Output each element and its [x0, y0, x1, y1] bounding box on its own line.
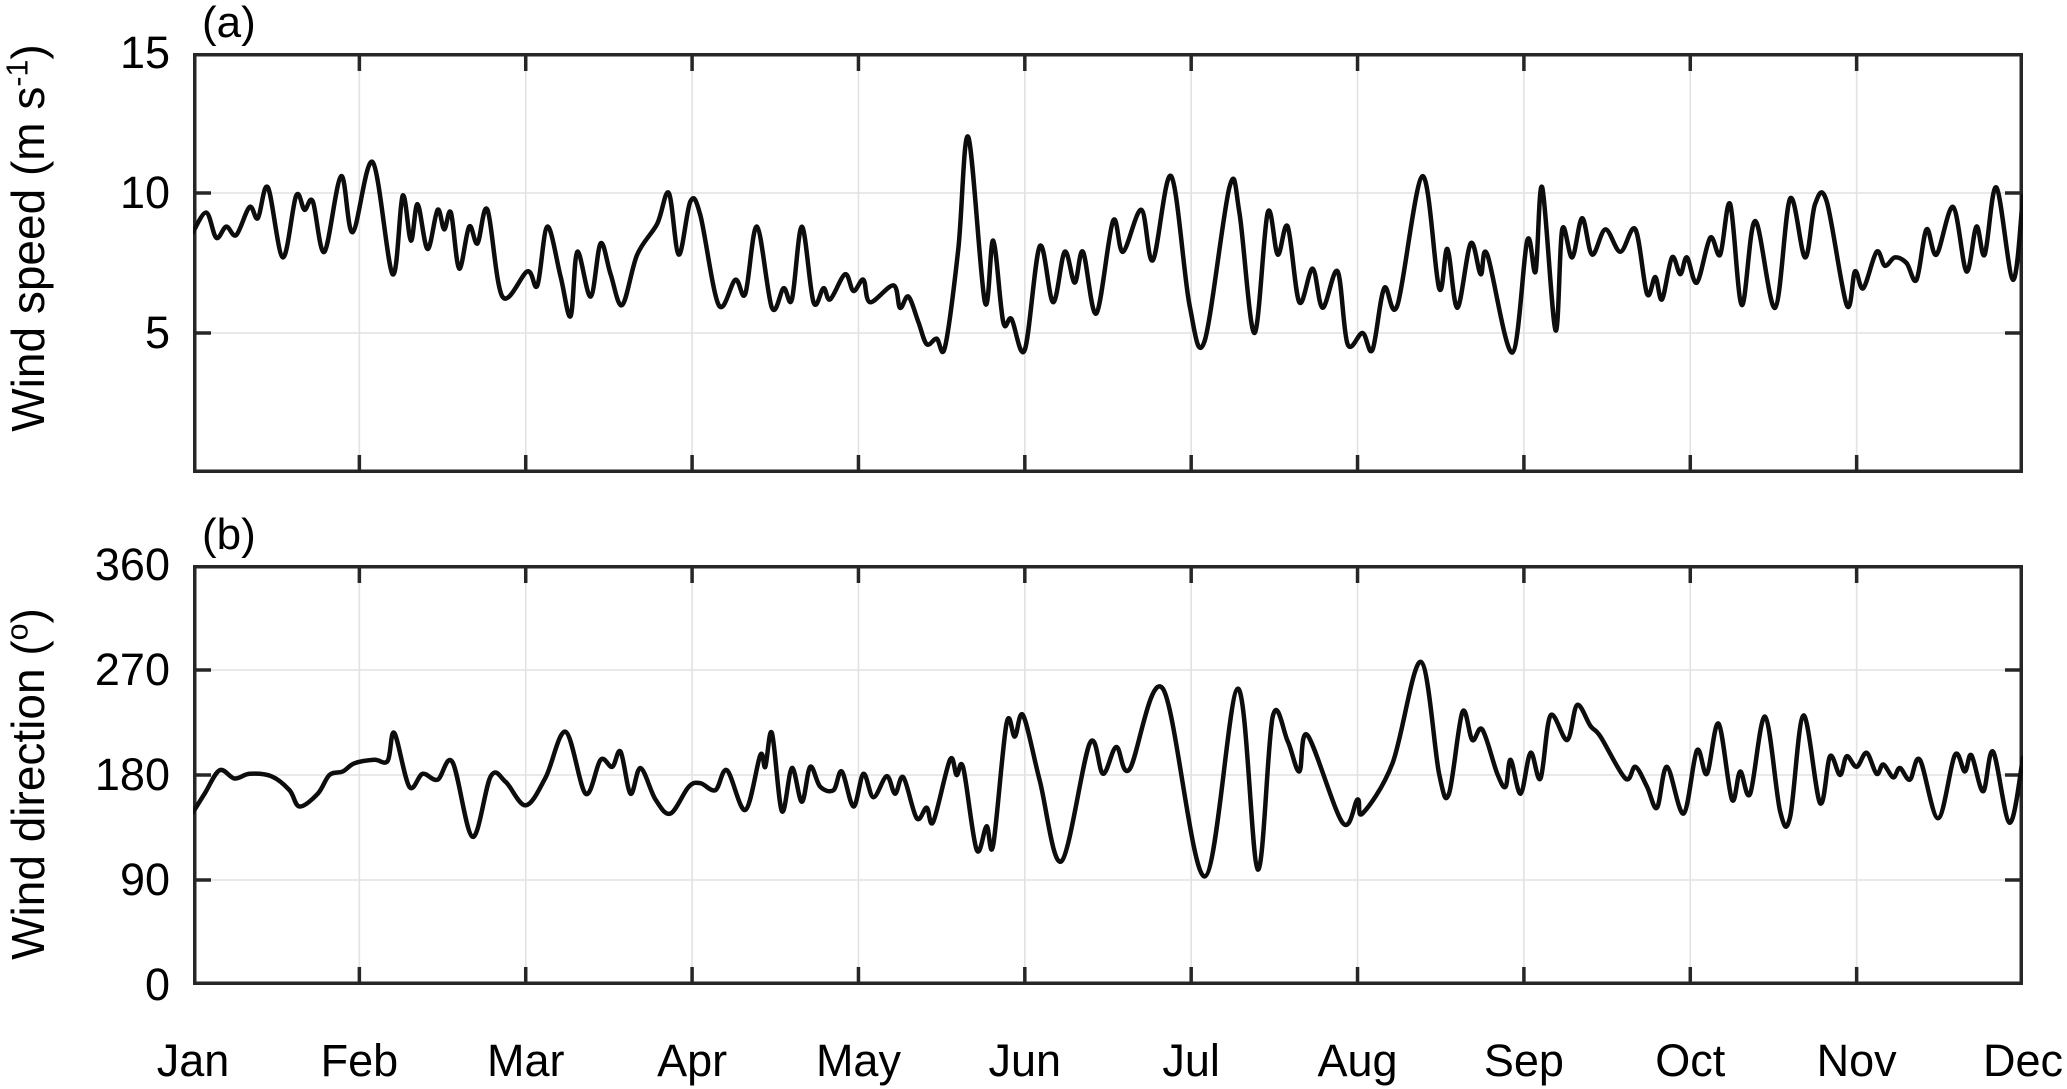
y-tick-label-a-10: 10 — [119, 167, 170, 218]
x-tick-label-mar: Mar — [486, 1035, 565, 1086]
panel-b-canvas — [193, 565, 2023, 985]
y-tick-label-b-90: 90 — [119, 854, 170, 905]
x-tick-label-oct: Oct — [1655, 1035, 1726, 1086]
y-tick-label-a-15: 15 — [119, 27, 170, 78]
y-tick-label-b-270: 270 — [94, 644, 170, 695]
panel-a-label: (a) — [202, 0, 256, 47]
superscript-minus-one: -1 — [1, 59, 35, 87]
x-tick-label-jan: Jan — [156, 1035, 230, 1086]
axes-border — [193, 53, 2023, 473]
wind-speed-line — [193, 134, 2023, 355]
x-tick-label-jun: Jun — [988, 1035, 1062, 1086]
x-tick-label-feb: Feb — [320, 1035, 399, 1086]
x-tick-label-nov: Nov — [1816, 1035, 1897, 1086]
panel-a-canvas — [193, 53, 2023, 473]
wind-direction-line — [193, 659, 2023, 879]
y-tick-label-b-0: 0 — [144, 959, 170, 1010]
x-tick-label-dec: Dec — [1982, 1035, 2064, 1086]
x-tick-label-may: May — [815, 1035, 901, 1086]
y-axis-label-wind-direction-close: ) — [2, 608, 54, 624]
x-tick-label-jul: Jul — [1162, 1035, 1220, 1086]
y-axis-label-wind-speed-text: Wind speed (m s — [2, 86, 54, 432]
x-tick-label-aug: Aug — [1317, 1035, 1398, 1086]
x-tick-label-sep: Sep — [1483, 1035, 1564, 1086]
y-tick-label-b-360: 360 — [94, 539, 170, 590]
panel-b-label: (b) — [202, 510, 256, 559]
y-tick-label-b-180: 180 — [94, 749, 170, 800]
y-axis-label-wind-speed: Wind speed (m s-1) — [0, 0, 56, 528]
panel-b-plot-area — [193, 565, 2023, 985]
superscript-degree-o: o — [1, 623, 35, 641]
y-tick-label-a-5: 5 — [144, 307, 170, 358]
x-tick-label-apr: Apr — [657, 1035, 728, 1086]
panel-a-plot-area — [193, 53, 2023, 473]
